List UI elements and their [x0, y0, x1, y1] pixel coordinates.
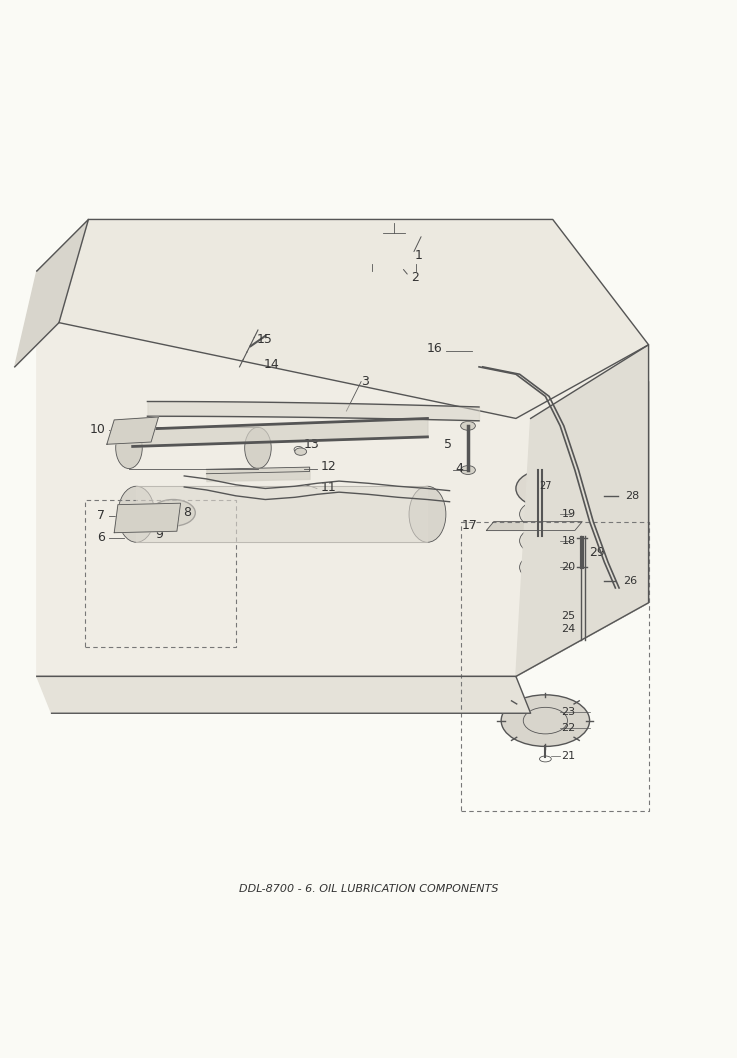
Text: DDL-8700 - 6. OIL LUBRICATION COMPONENTS: DDL-8700 - 6. OIL LUBRICATION COMPONENTS: [239, 883, 498, 894]
Ellipse shape: [409, 487, 446, 543]
Polygon shape: [114, 504, 181, 532]
Text: 16: 16: [427, 342, 442, 355]
Text: 5: 5: [444, 438, 452, 451]
Text: 18: 18: [562, 535, 576, 546]
Text: 27: 27: [539, 481, 551, 491]
Text: 6: 6: [97, 531, 105, 545]
Text: 3: 3: [361, 376, 369, 388]
Text: 22: 22: [562, 723, 576, 733]
Polygon shape: [516, 345, 649, 676]
Text: 20: 20: [562, 562, 576, 572]
Ellipse shape: [520, 499, 571, 529]
Polygon shape: [37, 271, 649, 676]
Text: 10: 10: [89, 423, 105, 436]
Ellipse shape: [151, 499, 195, 526]
Text: 7: 7: [97, 509, 105, 523]
Ellipse shape: [150, 430, 155, 433]
Text: 25: 25: [562, 610, 576, 621]
Polygon shape: [486, 522, 582, 530]
Text: 26: 26: [623, 576, 637, 585]
Text: 8: 8: [183, 507, 191, 519]
Polygon shape: [37, 676, 531, 713]
Ellipse shape: [135, 432, 139, 435]
Ellipse shape: [295, 448, 307, 455]
Ellipse shape: [461, 466, 475, 474]
Ellipse shape: [145, 431, 150, 433]
Text: 2: 2: [411, 271, 419, 285]
Ellipse shape: [118, 487, 155, 543]
Text: 24: 24: [562, 624, 576, 634]
Text: 4: 4: [455, 461, 464, 475]
Ellipse shape: [520, 526, 571, 555]
Ellipse shape: [125, 433, 129, 436]
Ellipse shape: [114, 435, 119, 438]
Text: 1: 1: [415, 249, 423, 262]
Text: 11: 11: [321, 480, 336, 494]
Text: 13: 13: [304, 438, 319, 451]
Text: 9: 9: [155, 528, 163, 541]
Ellipse shape: [140, 431, 144, 434]
Ellipse shape: [130, 433, 134, 436]
Ellipse shape: [520, 552, 571, 582]
Text: 17: 17: [461, 518, 478, 532]
Polygon shape: [15, 219, 88, 367]
Text: 15: 15: [256, 333, 273, 346]
Ellipse shape: [119, 434, 124, 437]
Ellipse shape: [516, 470, 575, 507]
Polygon shape: [107, 417, 158, 444]
Text: 23: 23: [562, 707, 576, 716]
Ellipse shape: [461, 421, 475, 431]
Text: 28: 28: [625, 491, 639, 500]
Polygon shape: [59, 219, 649, 419]
Text: 12: 12: [321, 460, 336, 473]
Text: 21: 21: [562, 751, 576, 761]
Text: 14: 14: [264, 359, 279, 371]
Text: 29: 29: [590, 546, 605, 559]
Ellipse shape: [245, 427, 271, 469]
Ellipse shape: [116, 427, 142, 469]
Ellipse shape: [501, 695, 590, 746]
Text: 19: 19: [562, 509, 576, 519]
